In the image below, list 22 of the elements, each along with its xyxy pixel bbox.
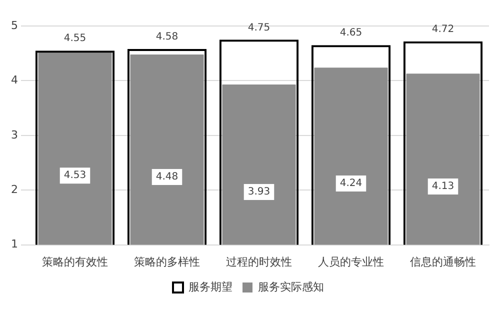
x-tick-label: 策略的有效性 [42, 255, 108, 268]
data-label: 4.58 [156, 32, 178, 43]
x-tick-label: 人员的专业性 [318, 255, 384, 268]
data-label: 3.93 [248, 186, 270, 198]
y-tick-label: 5 [11, 18, 18, 32]
data-label: 4.13 [432, 181, 454, 192]
data-label: 4.65 [340, 28, 362, 39]
x-tick-label: 信息的通畅性 [410, 255, 476, 268]
x-tick-label: 过程的时效性 [226, 255, 292, 268]
y-tick-label: 3 [11, 128, 18, 142]
y-tick-label: 4 [11, 74, 18, 87]
legend-label: 服务实际感知 [258, 280, 324, 294]
data-label: 4.72 [432, 24, 454, 35]
y-tick-label: 1 [11, 238, 18, 251]
data-label: 4.53 [64, 170, 86, 182]
y-tick-label: 2 [11, 182, 18, 196]
data-label: 4.75 [248, 22, 270, 34]
data-label: 4.55 [64, 33, 86, 44]
data-label: 4.24 [340, 178, 362, 190]
x-tick-label: 策略的多样性 [134, 255, 200, 268]
legend-label: 服务期望 [188, 280, 232, 294]
data-label: 4.48 [156, 172, 178, 183]
